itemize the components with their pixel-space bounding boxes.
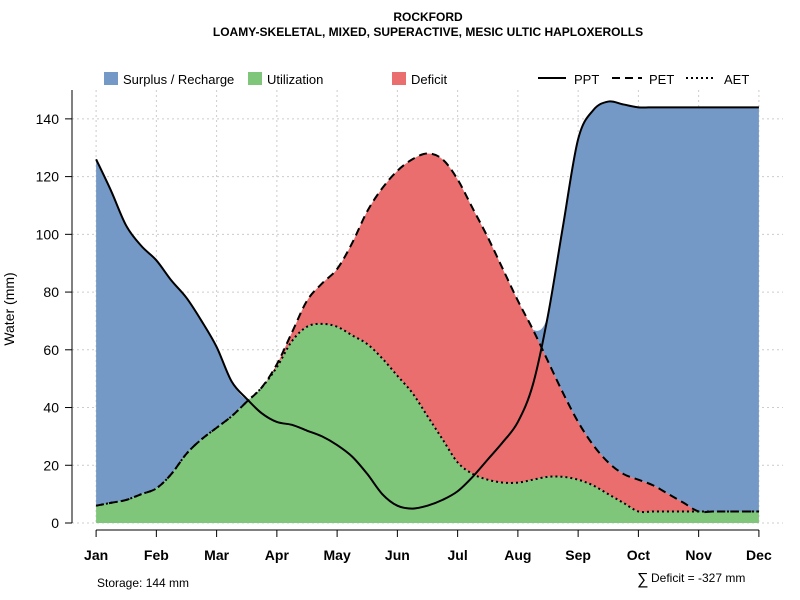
- x-tick-label: Jun: [385, 547, 410, 563]
- legend-label-surplus: Surplus / Recharge: [123, 72, 234, 87]
- utilization-area: [96, 323, 759, 523]
- x-tick-label: Nov: [685, 547, 712, 563]
- legend-label-ppt: PPT: [574, 72, 599, 87]
- x-tick-label: May: [324, 547, 351, 563]
- y-tick-label: 60: [43, 342, 59, 358]
- chart-title: ROCKFORD: [393, 10, 463, 24]
- x-tick-label: Aug: [504, 547, 531, 563]
- x-tick-label: Jul: [448, 547, 468, 563]
- legend-swatch-surplus: [104, 72, 118, 85]
- series-lines: [95, 100, 759, 514]
- legend-label-pet: PET: [649, 72, 674, 87]
- y-tick-label: 20: [43, 457, 59, 473]
- sum-symbol-icon: ∑: [637, 571, 648, 588]
- y-tick-label: 140: [36, 111, 60, 127]
- y-tick-label: 0: [51, 515, 59, 531]
- legend-label-aet: AET: [724, 72, 749, 87]
- series-line-aet: [95, 322, 759, 514]
- y-axis-label: Water (mm): [1, 272, 17, 345]
- x-tick-label: Sep: [565, 547, 591, 563]
- x-tick-label: Apr: [265, 547, 290, 563]
- legend-swatch-utilization: [248, 72, 262, 85]
- surplus-recharge-area: [96, 101, 759, 513]
- legend-label-utilization: Utilization: [267, 72, 323, 87]
- legend-swatch-deficit: [392, 72, 406, 85]
- y-tick-label: 40: [43, 400, 59, 416]
- y-tick-label: 120: [36, 169, 60, 185]
- deficit-annotation: Deficit = -327 mm: [651, 571, 745, 585]
- x-tick-label: Feb: [144, 547, 169, 563]
- chart-subtitle: LOAMY-SKELETAL, MIXED, SUPERACTIVE, MESI…: [213, 25, 643, 39]
- axes: 0 20 40 60 80 100 120 140 Jan Feb Mar Apr May Jun Jul A…: [36, 90, 772, 563]
- x-tick-label: Mar: [204, 547, 229, 563]
- x-tick-label: Dec: [746, 547, 772, 563]
- area-layers: [96, 101, 759, 523]
- y-tick-label: 80: [43, 284, 59, 300]
- deficit-area: [96, 153, 759, 513]
- y-tick-label: 100: [36, 226, 60, 242]
- x-tick-label: Jan: [84, 547, 108, 563]
- series-line-ppt: [95, 100, 759, 510]
- legend-label-deficit: Deficit: [411, 72, 448, 87]
- x-tick-label: Oct: [627, 547, 651, 563]
- storage-annotation: Storage: 144 mm: [97, 576, 189, 590]
- legend: Surplus / Recharge Utilization Deficit P…: [104, 72, 749, 87]
